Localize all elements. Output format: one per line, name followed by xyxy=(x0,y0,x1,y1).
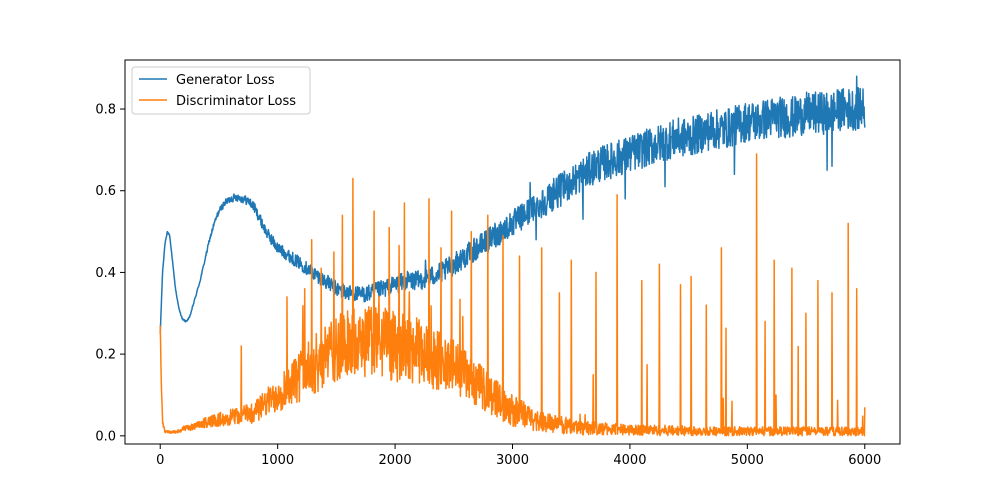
series-layer xyxy=(159,75,866,437)
x-tick-label: 5000 xyxy=(731,453,764,468)
y-tick-label: 0.4 xyxy=(95,266,116,281)
y-tick-label: 0.6 xyxy=(95,184,116,199)
x-tick-label: 6000 xyxy=(848,453,881,468)
x-tick-label: 4000 xyxy=(613,453,646,468)
x-tick-label: 1000 xyxy=(261,453,294,468)
y-tick-label: 0.2 xyxy=(95,348,116,363)
legend-box xyxy=(131,66,311,115)
x-axis: 0 1000 2000 3000 4000 5000 6000 xyxy=(156,444,881,468)
generator-loss-line xyxy=(159,75,866,334)
discriminator-loss-line xyxy=(159,153,866,437)
legend-label-generator: Generator Loss xyxy=(176,73,275,88)
y-tick-label: 0.0 xyxy=(95,429,116,444)
x-tick-label: 0 xyxy=(156,453,164,468)
x-tick-label: 3000 xyxy=(496,453,529,468)
y-axis: 0.0 0.2 0.4 0.6 0.8 xyxy=(95,103,125,444)
x-tick-label: 2000 xyxy=(379,453,412,468)
legend: Generator Loss Discriminator Loss xyxy=(131,66,311,115)
y-tick-label: 0.8 xyxy=(95,103,116,118)
legend-label-discriminator: Discriminator Loss xyxy=(176,94,296,109)
